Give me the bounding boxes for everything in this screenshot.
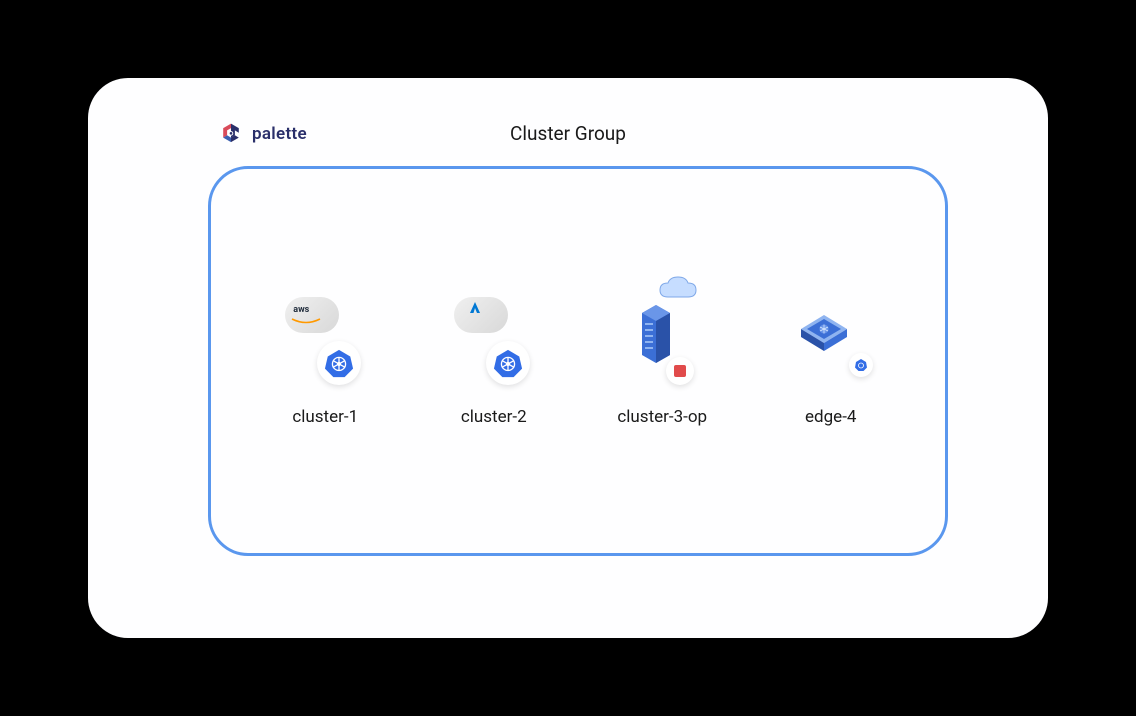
openstack-badge [666, 357, 694, 385]
openstack-icon [674, 365, 686, 377]
cluster-item: aws [275, 289, 375, 427]
palette-logo-icon [218, 121, 244, 147]
kubernetes-icon [493, 348, 523, 378]
cluster-icon-edge [781, 289, 881, 389]
kubernetes-icon [854, 358, 868, 372]
kubernetes-badge [317, 341, 361, 385]
brand-logo: palette [218, 121, 307, 147]
cluster-icon-onprem [612, 289, 712, 389]
cluster-item: cluster-2 [444, 289, 544, 427]
cluster-label: cluster-2 [461, 407, 527, 427]
cluster-icon-azure [444, 289, 544, 389]
cluster-label: cluster-1 [292, 407, 358, 427]
kubernetes-icon [324, 348, 354, 378]
aws-label: aws [293, 305, 309, 315]
cluster-icon-aws: aws [275, 289, 375, 389]
header: palette Cluster Group [88, 122, 1048, 145]
cluster-list: aws [211, 289, 945, 427]
diagram-card: palette Cluster Group aws [88, 78, 1048, 638]
cluster-label: edge-4 [805, 407, 856, 427]
server-icon [638, 301, 674, 363]
cluster-item: edge-4 [781, 289, 881, 427]
aws-swoosh-icon [291, 317, 321, 325]
brand-name: palette [252, 124, 307, 144]
cluster-group-box: aws [208, 166, 948, 556]
cluster-item: cluster-3-op [612, 289, 712, 427]
kubernetes-badge [486, 341, 530, 385]
cloud-icon [285, 297, 339, 333]
cluster-label: cluster-3-op [617, 407, 707, 427]
edge-k8s-badge [849, 353, 873, 377]
azure-icon [468, 301, 482, 315]
edge-device-icon [793, 309, 855, 353]
